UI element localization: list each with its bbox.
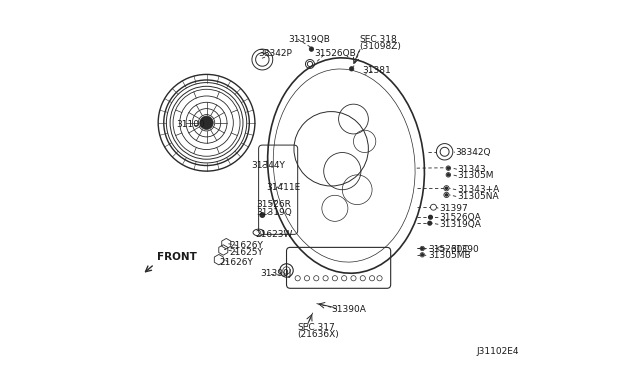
- Text: 31305M: 31305M: [458, 171, 494, 180]
- Text: 31526QA: 31526QA: [439, 213, 481, 222]
- Text: 21626Y: 21626Y: [229, 241, 263, 250]
- Circle shape: [309, 47, 314, 51]
- Text: 31319QB: 31319QB: [289, 35, 330, 44]
- Text: SEC.317: SEC.317: [298, 323, 335, 332]
- Circle shape: [445, 194, 447, 196]
- Text: 31411E: 31411E: [266, 183, 300, 192]
- Text: 31319QA: 31319QA: [439, 220, 481, 229]
- Text: 31390: 31390: [450, 245, 479, 254]
- Text: 21626Y: 21626Y: [220, 258, 253, 267]
- Text: FRONT: FRONT: [157, 252, 197, 262]
- Circle shape: [447, 174, 449, 176]
- Circle shape: [447, 167, 449, 169]
- Text: J31102E4: J31102E4: [476, 347, 519, 356]
- Circle shape: [445, 187, 447, 189]
- Text: 31305NA: 31305NA: [457, 192, 499, 201]
- Text: (21636X): (21636X): [298, 330, 339, 339]
- Circle shape: [421, 254, 424, 256]
- Text: 38342P: 38342P: [259, 49, 292, 58]
- Text: 31397: 31397: [439, 204, 468, 213]
- Text: 31526QB: 31526QB: [314, 49, 356, 58]
- Text: 31319Q: 31319Q: [257, 208, 292, 217]
- Circle shape: [349, 67, 354, 71]
- Text: 31343: 31343: [458, 165, 486, 174]
- Text: 31381: 31381: [363, 66, 392, 75]
- Text: 31343+A: 31343+A: [457, 185, 499, 194]
- Text: (31098Z): (31098Z): [359, 42, 401, 51]
- Circle shape: [260, 213, 264, 217]
- Text: 21623W: 21623W: [255, 230, 292, 239]
- Text: 31390A: 31390A: [331, 305, 366, 314]
- Circle shape: [429, 215, 433, 219]
- Text: 31526R: 31526R: [257, 200, 292, 209]
- Text: 21625Y: 21625Y: [229, 248, 263, 257]
- Circle shape: [200, 116, 213, 129]
- Text: 38342Q: 38342Q: [456, 148, 492, 157]
- Text: 31390J: 31390J: [260, 269, 292, 278]
- Text: 31344Y: 31344Y: [251, 161, 285, 170]
- Circle shape: [421, 247, 424, 250]
- Text: 31100: 31100: [177, 120, 205, 129]
- Text: 31305MB: 31305MB: [428, 251, 470, 260]
- Text: 315260C: 315260C: [428, 245, 468, 254]
- Circle shape: [428, 221, 431, 225]
- Text: SEC.318: SEC.318: [359, 35, 397, 44]
